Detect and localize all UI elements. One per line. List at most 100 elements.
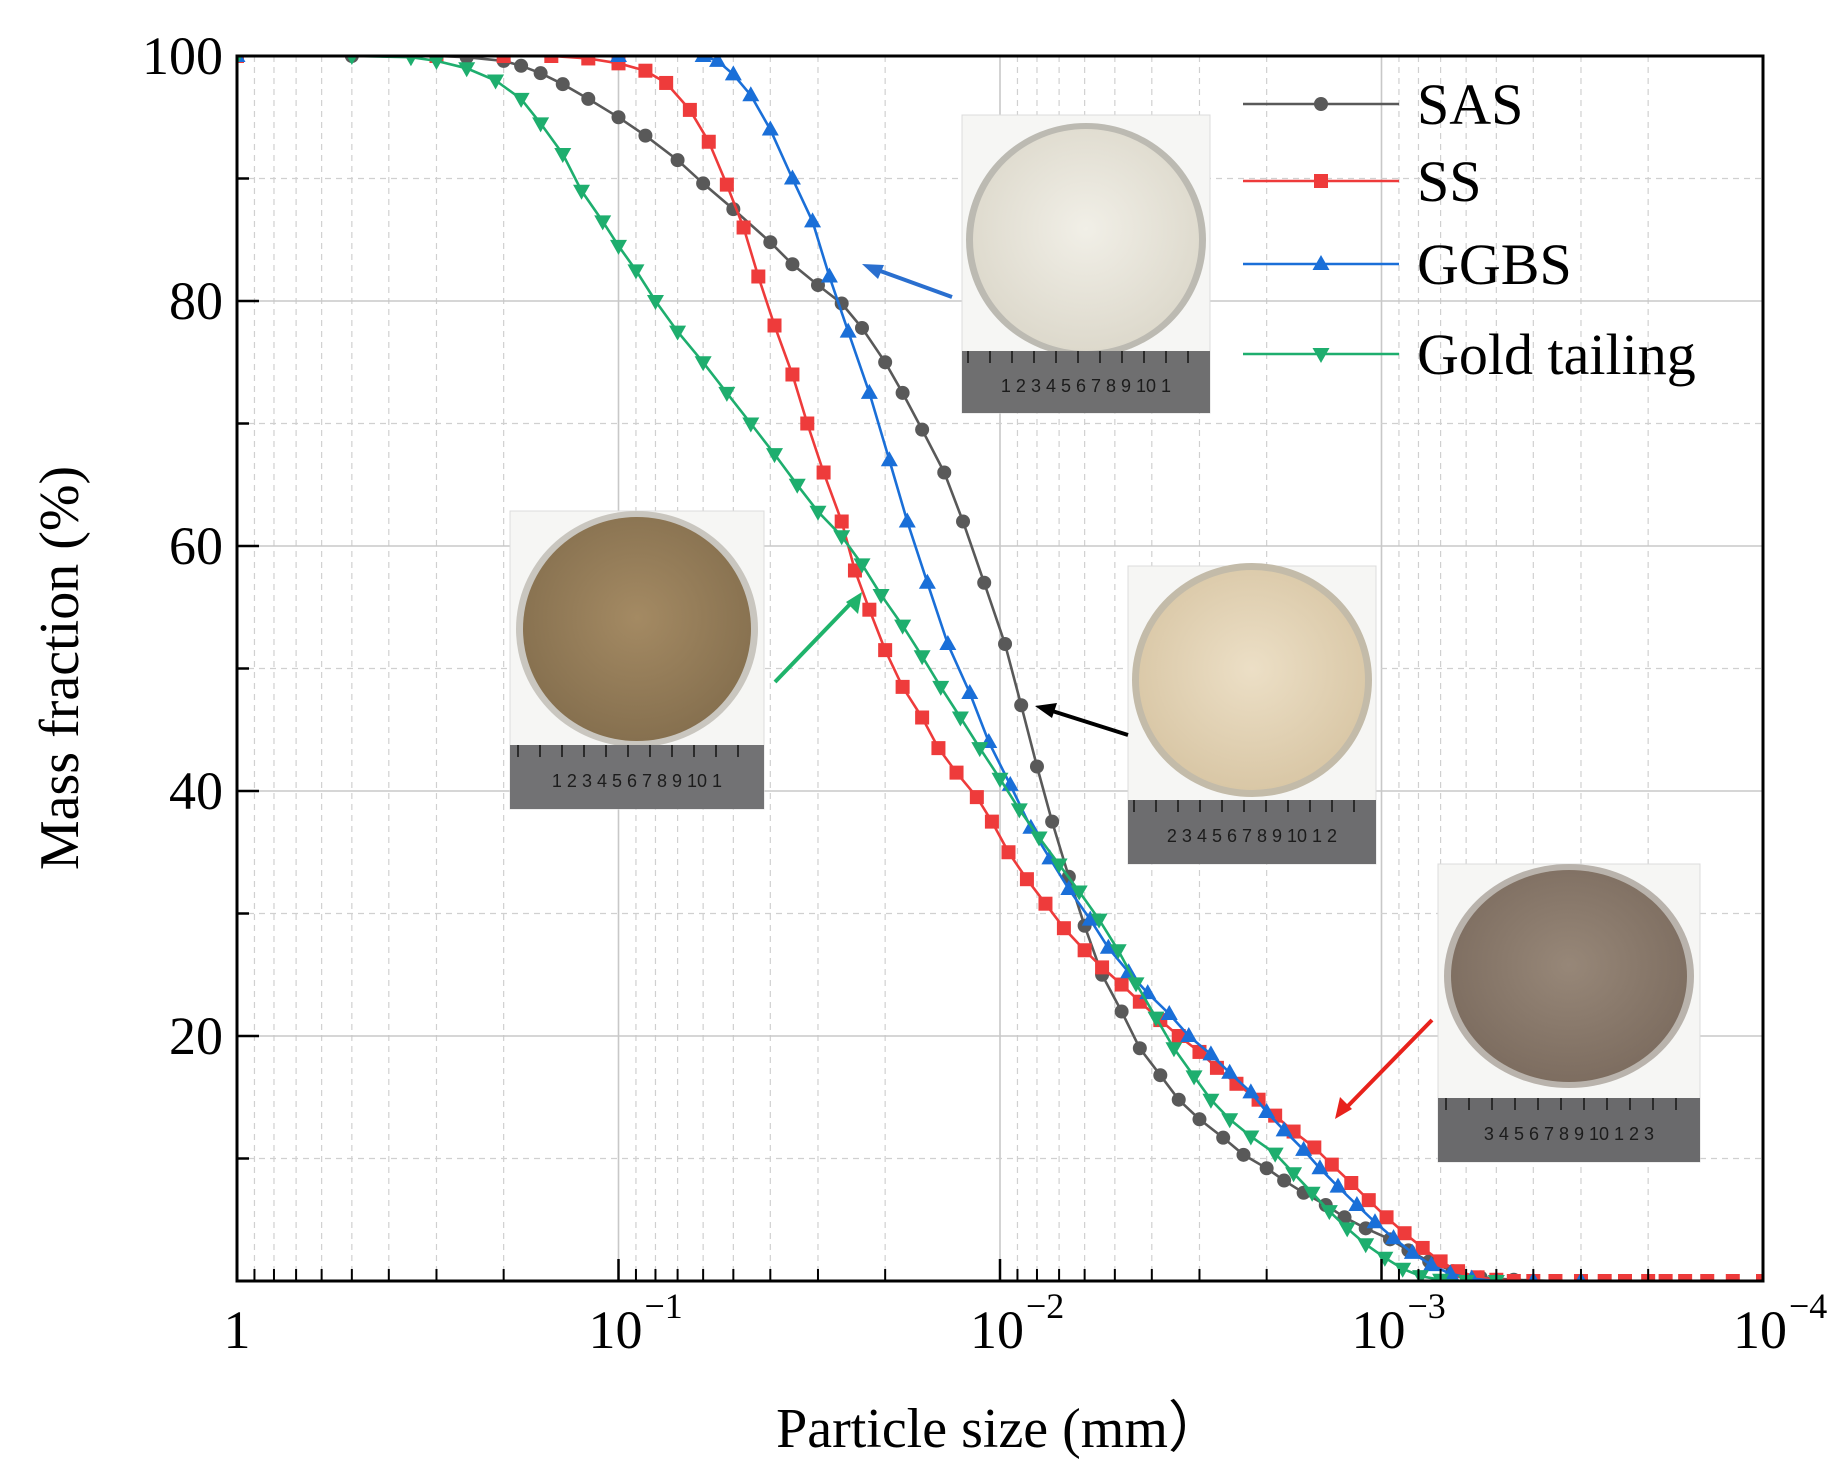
x-tick-label-exponent: −2 — [1026, 1286, 1064, 1326]
data-point — [682, 102, 697, 117]
data-point — [1132, 1041, 1147, 1056]
data-point — [1433, 1254, 1448, 1269]
data-point — [514, 58, 529, 73]
data-point — [1259, 1161, 1274, 1176]
data-point — [1242, 1083, 1260, 1099]
data-point — [1266, 1147, 1284, 1163]
series-layer — [237, 56, 1763, 1281]
data-point — [913, 650, 931, 666]
ruler-ticks — [967, 351, 1189, 363]
ruler-digits: 2 3 4 5 6 7 8 9 10 1 2 — [1167, 826, 1337, 846]
data-point — [898, 512, 916, 528]
ss-arrow — [1335, 1018, 1434, 1119]
data-point — [736, 220, 751, 235]
data-point — [555, 77, 570, 92]
data-point — [1221, 1113, 1239, 1129]
data-point — [804, 212, 822, 228]
data-point — [1077, 943, 1092, 958]
data-point — [862, 602, 877, 617]
series-line — [237, 56, 1581, 1281]
data-point — [544, 56, 559, 63]
data-point — [1229, 1076, 1244, 1091]
y-tick-label: 60 — [169, 516, 223, 576]
data-point — [1171, 1092, 1186, 1107]
data-point — [1361, 1193, 1376, 1208]
x-tick-label-exponent: −3 — [1408, 1286, 1446, 1326]
data-point — [1324, 1157, 1339, 1172]
data-point — [1394, 1262, 1412, 1278]
data-point — [939, 635, 957, 650]
axis-ticks — [235, 177, 1765, 1281]
data-point — [1412, 1270, 1430, 1281]
series-ss — [237, 56, 1763, 1281]
data-point — [496, 56, 511, 63]
data-point — [1147, 1011, 1165, 1027]
data-point — [1192, 1044, 1207, 1059]
legend-label: SAS — [1417, 72, 1523, 137]
data-point — [610, 239, 627, 255]
sas-photo: 2 3 4 5 6 7 8 9 10 1 2 — [1127, 563, 1377, 865]
data-point — [1258, 1102, 1276, 1118]
data-point — [1658, 1274, 1673, 1281]
ss-photo: 3 4 5 6 7 8 9 10 1 2 3 — [1437, 863, 1701, 1163]
data-point — [638, 63, 653, 78]
x-tick-label: 10 — [1352, 1300, 1406, 1360]
data-point — [1014, 698, 1029, 713]
data-point — [1295, 1140, 1313, 1156]
data-point — [594, 215, 612, 231]
data-point — [1216, 1130, 1231, 1145]
data-point — [1422, 1256, 1440, 1272]
data-point — [872, 589, 890, 604]
data-point — [809, 505, 827, 521]
legend-item: SAS — [1243, 72, 1523, 137]
data-point — [878, 643, 893, 658]
legend-label: Gold tailing — [1417, 322, 1696, 387]
y-tick-label: 80 — [169, 271, 223, 331]
data-point — [834, 514, 849, 529]
series-ggbs — [237, 56, 1587, 1281]
data-point — [949, 765, 964, 780]
legend-label: GGBS — [1417, 232, 1572, 297]
data-point — [459, 56, 474, 65]
data-point — [1397, 1226, 1412, 1241]
data-point — [627, 264, 645, 280]
data-point — [1548, 1274, 1563, 1281]
data-point — [1095, 960, 1110, 975]
data-point — [880, 451, 898, 467]
data-point — [931, 741, 946, 756]
data-point — [1415, 1240, 1430, 1255]
data-point — [1045, 814, 1060, 829]
data-point — [895, 679, 910, 694]
data-point — [533, 66, 548, 81]
y-tick-label: 100 — [142, 26, 223, 86]
data-point — [1099, 938, 1117, 954]
data-point — [670, 153, 685, 168]
data-point — [956, 514, 971, 529]
data-point — [512, 92, 530, 108]
data-point — [1242, 1130, 1260, 1146]
data-point — [1029, 759, 1044, 774]
ruler — [510, 745, 764, 809]
ruler — [1438, 1098, 1700, 1162]
x-tick-label: 10 — [589, 1300, 643, 1360]
legend-item: SS — [1243, 149, 1482, 214]
data-point — [659, 75, 674, 90]
data-point — [573, 184, 591, 200]
data-point — [1180, 1027, 1198, 1042]
legend-item: Gold tailing — [1243, 322, 1696, 387]
data-point — [1285, 1167, 1303, 1183]
data-point — [1070, 885, 1088, 901]
sas-arrow — [1035, 703, 1129, 737]
legend-item: GGBS — [1243, 232, 1572, 297]
data-point — [1357, 1238, 1375, 1254]
data-point — [761, 120, 779, 136]
data-point — [428, 56, 445, 70]
data-point — [1127, 977, 1145, 993]
data-point — [1114, 1004, 1129, 1019]
gold-tailing-arrow — [773, 592, 862, 684]
data-point — [694, 356, 712, 372]
data-point — [1202, 1045, 1220, 1061]
data-point — [1275, 1121, 1293, 1137]
data-point — [611, 110, 626, 125]
